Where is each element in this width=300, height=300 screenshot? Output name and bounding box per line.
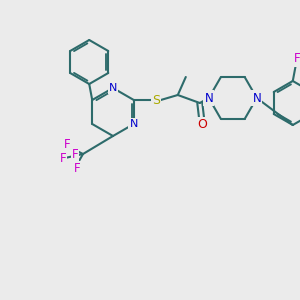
Text: S: S xyxy=(152,94,160,106)
Text: N: N xyxy=(252,92,261,104)
Text: O: O xyxy=(197,118,207,131)
Text: N: N xyxy=(109,83,117,93)
Text: F: F xyxy=(60,152,66,164)
Text: F: F xyxy=(64,139,70,152)
Text: F: F xyxy=(74,163,80,176)
Text: N: N xyxy=(130,119,138,129)
Text: F: F xyxy=(293,52,300,65)
Text: N: N xyxy=(204,92,213,104)
Text: F: F xyxy=(72,148,78,160)
